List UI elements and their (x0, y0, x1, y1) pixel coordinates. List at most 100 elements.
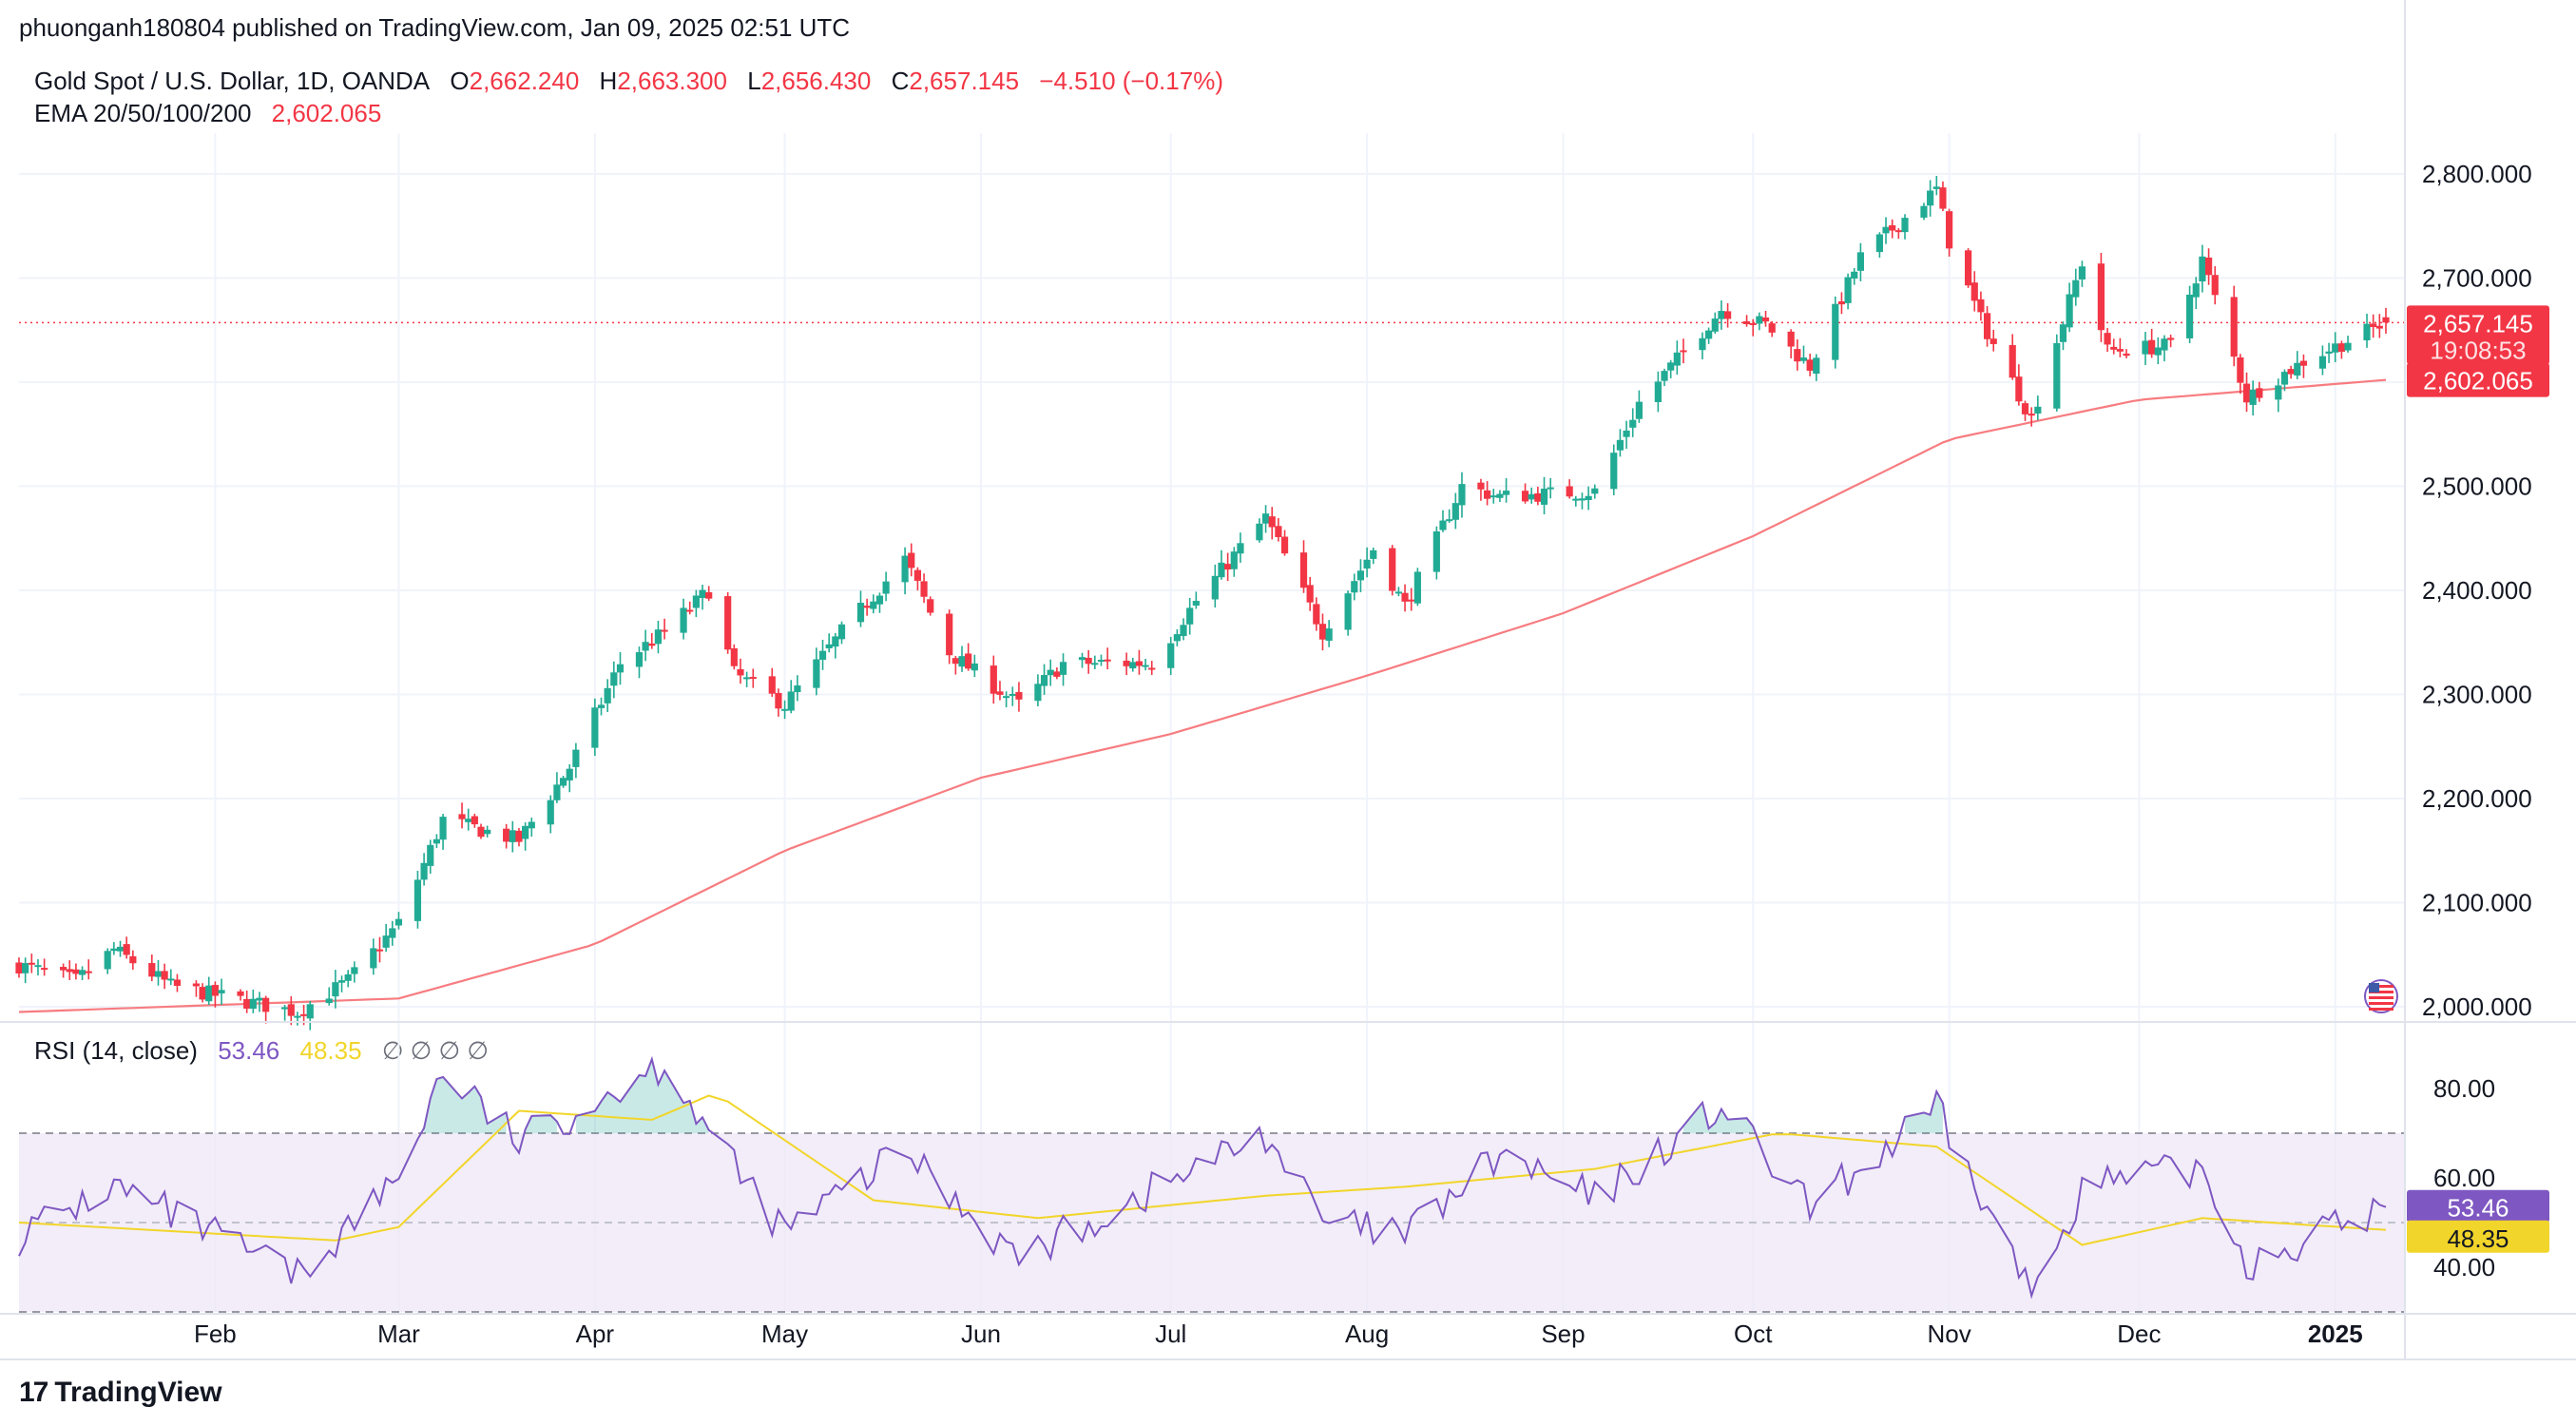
candle-body (1794, 349, 1801, 362)
candle-body (1813, 357, 1820, 375)
candle-body (161, 971, 168, 980)
candle-body (1894, 230, 1902, 233)
low-value: 2,656.430 (760, 67, 872, 95)
candle-body (775, 692, 782, 709)
time-tick-label: Apr (576, 1320, 615, 1348)
candle-body (724, 596, 732, 650)
candle-body (1768, 323, 1776, 333)
candle-body (1851, 271, 1858, 279)
candle-body (522, 825, 529, 839)
ema-200-line (18, 378, 2387, 1013)
candle-body (730, 647, 738, 666)
candle-body (1837, 300, 1846, 305)
candle-body (433, 838, 441, 844)
brand-footer[interactable]: 17 TradingView (19, 1377, 222, 1409)
candle-body (971, 663, 978, 671)
candle-body (1927, 190, 1934, 206)
rsi-value-tag-text: 53.46 (2447, 1194, 2509, 1223)
rsi-tick-label: 80.00 (2433, 1074, 2495, 1103)
candle-body (2318, 356, 2327, 369)
candle-body (2344, 342, 2352, 351)
candle-body (2382, 317, 2390, 323)
candle-body (1882, 226, 1890, 234)
candle-body (1078, 657, 1086, 661)
candle-body (2186, 294, 2194, 338)
candle-body (1318, 624, 1327, 640)
candle-body (2167, 337, 2175, 340)
candle-body (1920, 205, 1928, 218)
candle-body (66, 969, 73, 973)
candle-body (218, 990, 225, 993)
candle-body (281, 1007, 289, 1010)
candle-body (192, 983, 201, 987)
candle-body (1401, 592, 1409, 602)
candle-body (439, 817, 447, 840)
candle-body (616, 664, 625, 673)
candle-body (832, 636, 839, 647)
candle-body (2015, 376, 2023, 402)
candle-body (2123, 353, 2130, 356)
candle-body (1408, 599, 1415, 602)
candle-body (913, 569, 922, 581)
open-value: 2,662.240 (469, 67, 580, 95)
last-price-tag-text: 2,657.145 (2423, 309, 2533, 337)
candle-body (1932, 186, 1940, 189)
candle-body (1458, 484, 1466, 506)
candle-body (458, 814, 466, 819)
rsi-value: 53.46 (218, 1036, 280, 1065)
candle-body (2161, 338, 2168, 351)
candle-body (1572, 498, 1580, 501)
close-label: C (891, 67, 910, 95)
candle-body (484, 829, 491, 835)
candle-body (1306, 585, 1314, 603)
candle-body (2375, 325, 2383, 329)
rsi-tick-label: 40.00 (2433, 1253, 2495, 1281)
candle-body (837, 624, 846, 640)
candle-body (1742, 320, 1751, 325)
time-tick-label: Dec (2117, 1320, 2161, 1348)
price-tick-label: 2,000.000 (2422, 992, 2532, 1021)
candle-body (1351, 581, 1358, 593)
candle-body (370, 948, 377, 969)
candle-body (856, 603, 865, 623)
candle-body (1761, 317, 1770, 322)
candle-body (351, 967, 358, 974)
candle-body (2028, 414, 2035, 416)
candle-body (566, 768, 573, 780)
candle-body (515, 830, 523, 842)
candle-body (2148, 339, 2156, 355)
candle-body (173, 979, 182, 986)
candle-body (2021, 403, 2029, 414)
rsi-legend[interactable]: RSI (14, close) 53.46 48.35 ∅ ∅ ∅ ∅ (34, 1036, 489, 1066)
candle-body (249, 998, 257, 1010)
candle-body (2104, 333, 2111, 345)
candle-body (199, 987, 206, 1000)
candle-body (1009, 693, 1016, 696)
candle-body (1218, 562, 1225, 578)
candle-body (211, 985, 219, 996)
candle-body (299, 1013, 308, 1016)
candle-body (1970, 282, 1978, 301)
change-value: −4.510 (−0.17%) (1039, 67, 1223, 95)
candle-body (1635, 401, 1643, 419)
candle-body (1711, 318, 1719, 332)
candle-body (1723, 311, 1732, 319)
flag-canton (2369, 983, 2379, 992)
candle-body (1629, 419, 1637, 428)
symbol-title[interactable]: Gold Spot / U.S. Dollar, 1D, OANDA (34, 67, 431, 95)
ema-price-tag-text: 2,602.065 (2423, 367, 2533, 395)
candle-body (148, 963, 156, 977)
candle-body (654, 629, 663, 645)
candle-body (60, 967, 67, 971)
candle-body (1483, 490, 1491, 499)
candle-body (205, 985, 213, 1002)
candle-body (1806, 359, 1814, 371)
candle-body (287, 1004, 295, 1016)
ema-legend[interactable]: EMA 20/50/100/200 2,602.065 (34, 99, 381, 128)
candle-body (2053, 342, 2061, 409)
na-markers: ∅ ∅ ∅ ∅ (381, 1036, 490, 1065)
candle-body (2199, 256, 2206, 282)
candle-body (875, 595, 884, 605)
